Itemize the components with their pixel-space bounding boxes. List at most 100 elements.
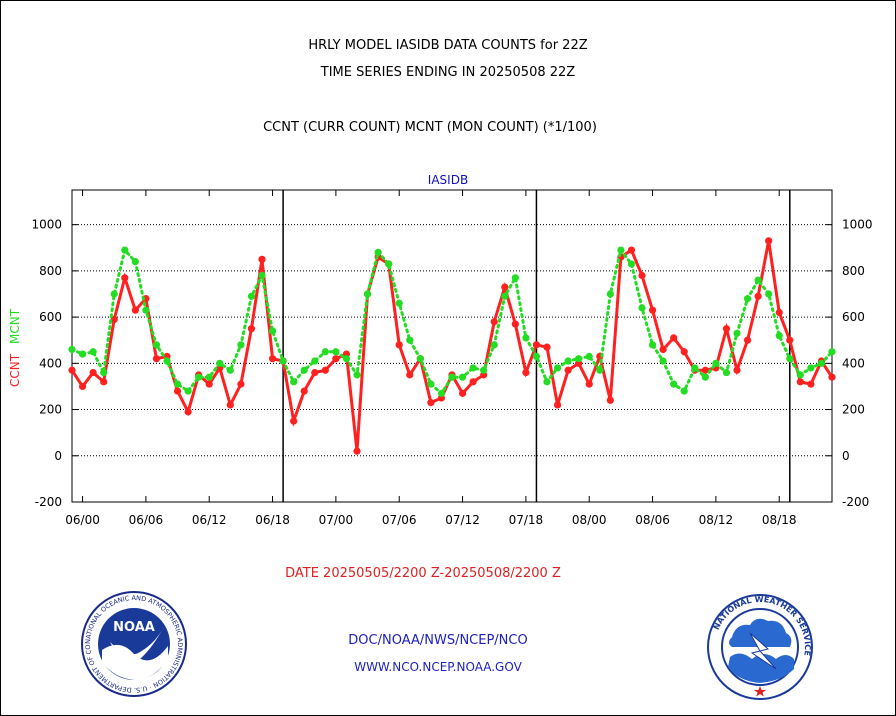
data-point-ccnt [89,368,97,377]
data-point-mcnt [786,355,794,363]
data-point-mcnt [353,371,361,379]
data-point-mcnt [701,373,709,381]
data-point-mcnt [332,348,340,356]
data-point-ccnt [765,237,773,245]
data-point-mcnt [691,364,699,372]
data-point-mcnt [416,355,424,363]
data-point-ccnt [406,371,414,379]
date-range: DATE 20250505/2200 Z-20250508/2200 Z [285,566,561,581]
data-point-ccnt [268,355,277,363]
data-point-ccnt [627,246,636,254]
data-point-ccnt [300,387,308,395]
data-point-ccnt [522,368,530,377]
data-point-ccnt [501,283,509,291]
data-point-mcnt [543,378,551,386]
data-point-ccnt [807,380,815,388]
data-point-mcnt [490,341,498,349]
data-point-ccnt [100,378,108,386]
x-tick-label: 07/18 [509,513,544,527]
data-point-ccnt [775,308,783,317]
data-point-ccnt [606,396,614,404]
data-point-mcnt [796,371,804,379]
data-point-mcnt [575,355,583,363]
nws-logo: NATIONAL WEATHER SERVICE [707,594,813,700]
data-point-mcnt [564,357,572,365]
chart-title-line-1: HRLY MODEL IASIDB DATA COUNTS for 22Z [308,38,588,53]
data-point-ccnt [247,325,256,333]
data-point-ccnt [173,387,182,395]
footer-url: WWW.NCO.NCEP.NOAA.GOV [354,660,522,674]
data-point-mcnt [247,292,256,300]
data-point-mcnt [522,334,530,342]
data-point-mcnt [596,366,604,374]
data-point-mcnt [807,364,815,372]
data-point-ccnt [648,306,657,314]
x-tick-label: 08/00 [572,513,607,527]
y-axis-label-ccnt: CCNT [8,353,22,387]
data-point-mcnt [205,373,213,381]
x-tick-label: 08/18 [762,513,797,527]
data-point-mcnt [300,366,308,374]
data-point-mcnt [152,341,161,349]
data-point-mcnt [617,246,625,254]
x-tick-label: 08/06 [635,513,670,527]
data-point-mcnt [437,389,446,397]
y-tick-label-left: 600 [39,310,62,324]
data-point-mcnt [480,366,488,374]
data-point-mcnt [765,290,773,298]
data-point-mcnt [290,378,298,386]
data-point-mcnt [142,306,150,314]
x-tick-label: 07/00 [319,513,354,527]
data-point-ccnt [184,408,192,416]
data-point-ccnt [131,306,139,314]
x-tick-label: 07/06 [382,513,417,527]
data-point-mcnt [817,359,826,367]
x-tick-label: 06/00 [65,513,100,527]
x-tick-label: 08/12 [699,513,734,527]
data-point-mcnt [511,274,519,282]
data-point-mcnt [469,364,477,372]
data-point-ccnt [490,318,498,326]
series-ccnt [68,237,836,455]
data-point-ccnt [722,325,731,333]
data-point-ccnt [110,315,118,324]
noaa-center-text: NOAA [113,620,155,635]
data-point-ccnt [786,336,794,344]
series-line-ccnt [70,240,834,452]
x-tick-label: 06/18 [255,513,290,527]
data-point-ccnt [754,292,762,300]
data-point-mcnt [427,380,435,388]
data-point-mcnt [321,348,329,356]
data-point-ccnt [670,334,678,342]
data-point-ccnt [564,366,572,374]
y-tick-label-left: 0 [54,449,62,463]
data-point-ccnt [353,447,361,455]
axes [71,189,833,503]
data-point-mcnt [458,373,467,381]
data-point-ccnt [680,348,688,356]
data-point-ccnt [553,401,562,409]
data-point-mcnt [226,366,234,374]
footer-org: DOC/NOAA/NWS/NCEP/NCO [348,633,528,648]
data-point-mcnt [712,359,720,367]
data-point-ccnt [121,274,129,282]
data-point-ccnt [458,389,467,397]
data-point-ccnt [427,399,435,407]
data-series [68,237,836,455]
plot-border [71,189,833,503]
data-point-ccnt [152,355,161,363]
x-tick-label: 07/12 [445,513,480,527]
data-point-mcnt [406,336,414,344]
data-point-mcnt [258,271,266,280]
data-point-ccnt [733,366,741,374]
y-tick-label-right: -200 [842,495,869,509]
data-point-ccnt [78,382,87,391]
data-point-mcnt [195,373,203,381]
data-point-mcnt [585,352,593,360]
data-point-mcnt [216,359,224,367]
data-point-mcnt [606,290,614,298]
data-point-mcnt [78,350,87,358]
data-point-mcnt [131,258,139,266]
data-point-mcnt [173,380,182,388]
